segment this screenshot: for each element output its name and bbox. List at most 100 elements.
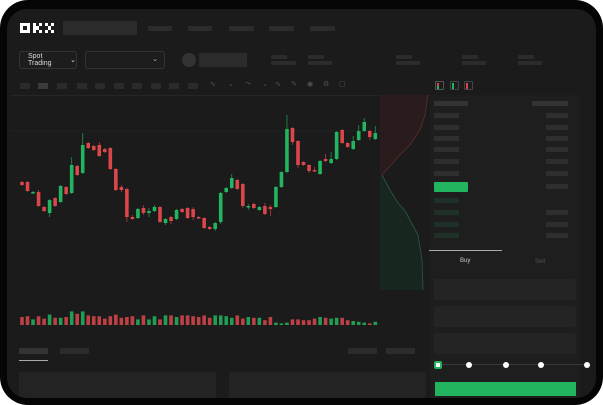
- candle-body: [356, 131, 361, 140]
- filter-button[interactable]: [348, 348, 377, 354]
- interval-button[interactable]: [169, 83, 179, 89]
- chevron-down-icon[interactable]: ⌄: [262, 81, 268, 88]
- tab-open-orders[interactable]: [19, 348, 48, 354]
- draw-icon[interactable]: ✎: [291, 81, 297, 88]
- candle-body: [268, 207, 273, 209]
- coin-avatar: [182, 53, 196, 67]
- candle-body: [169, 217, 173, 221]
- market-dropdown-label: Spot Trading: [28, 53, 52, 67]
- camera-icon[interactable]: ◉: [307, 81, 314, 88]
- bid-size: [546, 210, 568, 215]
- chart-type-icon[interactable]: ∿: [210, 81, 216, 88]
- volume-bar: [235, 315, 240, 325]
- stat-value: [396, 61, 420, 65]
- volume-bar: [263, 320, 267, 325]
- candle-body: [75, 166, 79, 175]
- candle-body: [180, 209, 184, 212]
- candle-body: [202, 218, 206, 228]
- candlestick-chart[interactable]: [7, 9, 437, 339]
- candle-body: [36, 192, 41, 206]
- line-tool-icon[interactable]: ∿: [275, 81, 281, 88]
- indicator-icon[interactable]: ⤳: [245, 80, 251, 87]
- volume-bar: [362, 322, 367, 325]
- bid-price: [434, 222, 459, 227]
- market-dropdown[interactable]: Spot Trading ⌄: [19, 51, 77, 69]
- candle-body: [229, 178, 234, 188]
- volume-bar: [257, 317, 262, 325]
- nav-item[interactable]: [310, 26, 335, 31]
- ask-price: [434, 113, 459, 118]
- volume-bar: [158, 319, 162, 325]
- slider-stop[interactable]: [466, 362, 472, 368]
- interval-button[interactable]: [188, 83, 198, 89]
- tab-underline: [19, 360, 48, 361]
- total-input[interactable]: [434, 333, 576, 354]
- volume-bar: [75, 313, 79, 325]
- ask-size: [546, 159, 568, 164]
- slider-handle[interactable]: [434, 361, 442, 369]
- chevron-down-icon[interactable]: ⌄: [228, 81, 234, 88]
- okx-logo[interactable]: [20, 22, 58, 34]
- filter-button[interactable]: [386, 348, 415, 354]
- volume-bar: [241, 318, 245, 325]
- candle-body: [334, 132, 339, 159]
- pair-dropdown[interactable]: ⌄: [85, 51, 165, 69]
- candle-body: [274, 187, 278, 207]
- nav-item[interactable]: [148, 26, 172, 31]
- volume-bar: [86, 315, 91, 325]
- buy-button[interactable]: [435, 382, 576, 396]
- nav-item[interactable]: [269, 26, 294, 31]
- percent-slider[interactable]: [439, 364, 587, 365]
- interval-button[interactable]: [151, 83, 161, 89]
- order-book-bids-icon[interactable]: [450, 81, 459, 90]
- candle-body: [136, 209, 140, 218]
- volume-bar: [274, 322, 278, 325]
- interval-button[interactable]: [132, 83, 142, 89]
- interval-button[interactable]: [95, 83, 105, 89]
- price-input[interactable]: [434, 279, 576, 300]
- candle-body: [53, 198, 57, 206]
- volume-bar: [25, 316, 30, 325]
- nav-item[interactable]: [229, 26, 254, 31]
- interval-button[interactable]: [20, 83, 30, 89]
- candle-body: [373, 133, 378, 139]
- stat-value: [462, 61, 486, 65]
- order-book-both-icon[interactable]: [435, 81, 444, 90]
- amount-input[interactable]: [434, 306, 576, 327]
- search-box[interactable]: [63, 21, 137, 35]
- slider-stop[interactable]: [538, 362, 544, 368]
- settings-icon[interactable]: ⚙: [323, 81, 330, 88]
- volume-bar: [174, 317, 179, 325]
- candle-body: [263, 206, 267, 214]
- interval-button[interactable]: [114, 83, 124, 89]
- candle-body: [323, 159, 328, 161]
- volume-bar: [202, 315, 206, 325]
- candle-body: [69, 165, 74, 193]
- order-book-asks-icon[interactable]: [464, 81, 473, 90]
- slider-stop[interactable]: [503, 362, 509, 368]
- tab-history[interactable]: [60, 348, 89, 354]
- volume-bar: [252, 317, 256, 325]
- volume-bar: [268, 317, 273, 325]
- tab-buy[interactable]: Buy: [460, 258, 471, 264]
- nav-item[interactable]: [188, 26, 212, 31]
- volume-bar: [312, 318, 317, 325]
- interval-button-active[interactable]: [38, 83, 48, 89]
- candle-body: [207, 227, 212, 229]
- ask-size: [546, 113, 568, 118]
- order-book-header: [434, 101, 468, 106]
- ask-size: [546, 171, 568, 176]
- fullscreen-icon[interactable]: ▢: [339, 81, 346, 88]
- volume-bar: [218, 315, 223, 325]
- volume-bar: [163, 315, 168, 325]
- bid-price: [434, 210, 459, 215]
- interval-button[interactable]: [57, 83, 67, 89]
- tab-sell[interactable]: Sell: [535, 259, 546, 265]
- candle-body: [125, 189, 129, 217]
- volume-bar: [323, 317, 328, 325]
- slider-stop[interactable]: [584, 362, 590, 368]
- volume-bar: [97, 316, 102, 325]
- candle-body: [91, 146, 96, 150]
- interval-button[interactable]: [77, 83, 87, 89]
- ask-size: [546, 125, 568, 130]
